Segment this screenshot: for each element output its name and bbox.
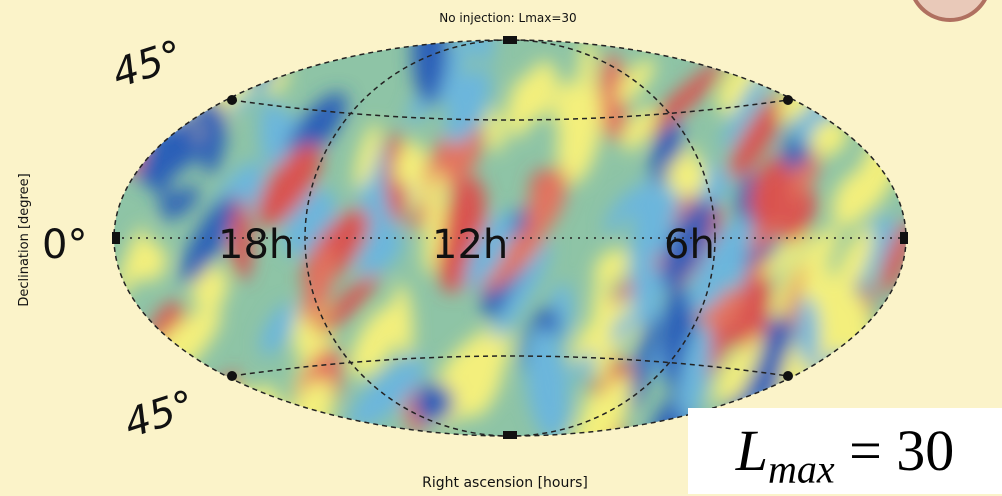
intensity-blob: [840, 40, 866, 90]
map-title: No injection: Lmax=30: [439, 11, 576, 25]
intensity-blob: [393, 283, 414, 356]
lmax-symbol: L: [735, 418, 768, 483]
intensity-blob: [765, 154, 786, 209]
intensity-blob: [223, 385, 255, 436]
intensity-blob: [116, 120, 141, 158]
logo: [913, 0, 987, 22]
intensity-blob: [577, 40, 596, 125]
intensity-blob: [486, 108, 505, 153]
lmax-subscript: max: [767, 446, 835, 492]
intensity-blob: [661, 199, 713, 288]
intensity-blob: [413, 383, 454, 423]
intensity-blob: [797, 296, 820, 367]
intensity-blob: [412, 40, 448, 105]
intensity-blob: [826, 40, 899, 98]
hour-label: 6h: [664, 222, 715, 268]
intensity-blob: [230, 197, 252, 281]
intensity-blob: [880, 40, 906, 103]
intensity-blob: [114, 353, 142, 396]
intensity-blob: [464, 211, 515, 290]
intensity-blob: [181, 196, 236, 285]
intensity-blob: [875, 92, 894, 150]
lmax-label: Lmax = 30: [688, 408, 1002, 494]
intensity-blob: [315, 274, 379, 336]
intensity-blob: [394, 145, 423, 187]
intensity-blob: [729, 95, 785, 179]
y-axis-label: Declination [degree]: [17, 173, 32, 306]
declination-label: 0°: [42, 222, 87, 268]
intensity-blob: [492, 242, 553, 341]
intensity-blob: [873, 40, 906, 81]
intensity-blob: [456, 328, 505, 418]
intensity-blob: [629, 315, 659, 412]
intensity-blob: [759, 231, 811, 279]
intensity-blob: [525, 167, 568, 236]
intensity-blob: [354, 122, 381, 190]
intensity-blob: [592, 273, 613, 385]
intensity-blob: [439, 71, 481, 113]
x-axis-label: Right ascension [hours]: [422, 475, 588, 491]
intensity-blob: [830, 226, 874, 308]
intensity-blob: [604, 188, 639, 234]
intensity-blob: [225, 40, 256, 97]
graticule-markers: [112, 36, 908, 439]
intensity-blob: [257, 143, 322, 227]
intensity-blob: [260, 40, 290, 95]
hour-label: 12h: [432, 222, 508, 268]
intensity-blob: [598, 54, 628, 142]
intensity-blob: [622, 106, 658, 151]
intensity-blob: [302, 245, 336, 325]
intensity-blob: [553, 80, 578, 130]
intensity-blob: [161, 185, 200, 220]
intensity-blob: [721, 65, 772, 152]
intensity-blob: [630, 232, 661, 340]
intensity-blob: [480, 223, 546, 292]
intensity-blob: [638, 61, 725, 142]
intensity-blob: [523, 61, 558, 120]
hour-label: 18h: [218, 222, 294, 268]
intensity-blob: [260, 302, 297, 356]
intensity-blob: [259, 99, 290, 174]
lmax-value: = 30: [849, 418, 955, 483]
intensity-blob: [350, 303, 404, 378]
intensity-blob: [712, 347, 746, 406]
intensity-blob: [727, 333, 763, 403]
intensity-blob: [348, 356, 426, 430]
intensity-blob: [423, 169, 446, 277]
intensity-blob: [677, 322, 712, 423]
intensity-blob: [563, 375, 634, 436]
intensity-blob: [781, 191, 817, 243]
declination-label: 45°: [107, 32, 189, 98]
intensity-blob: [800, 40, 853, 92]
intensity-blob: [839, 40, 897, 89]
intensity-blob: [666, 155, 707, 197]
intensity-blob: [846, 52, 882, 86]
intensity-blob: [808, 40, 850, 92]
intensity-blob: [688, 216, 753, 313]
declination-label: 45°: [119, 382, 201, 448]
